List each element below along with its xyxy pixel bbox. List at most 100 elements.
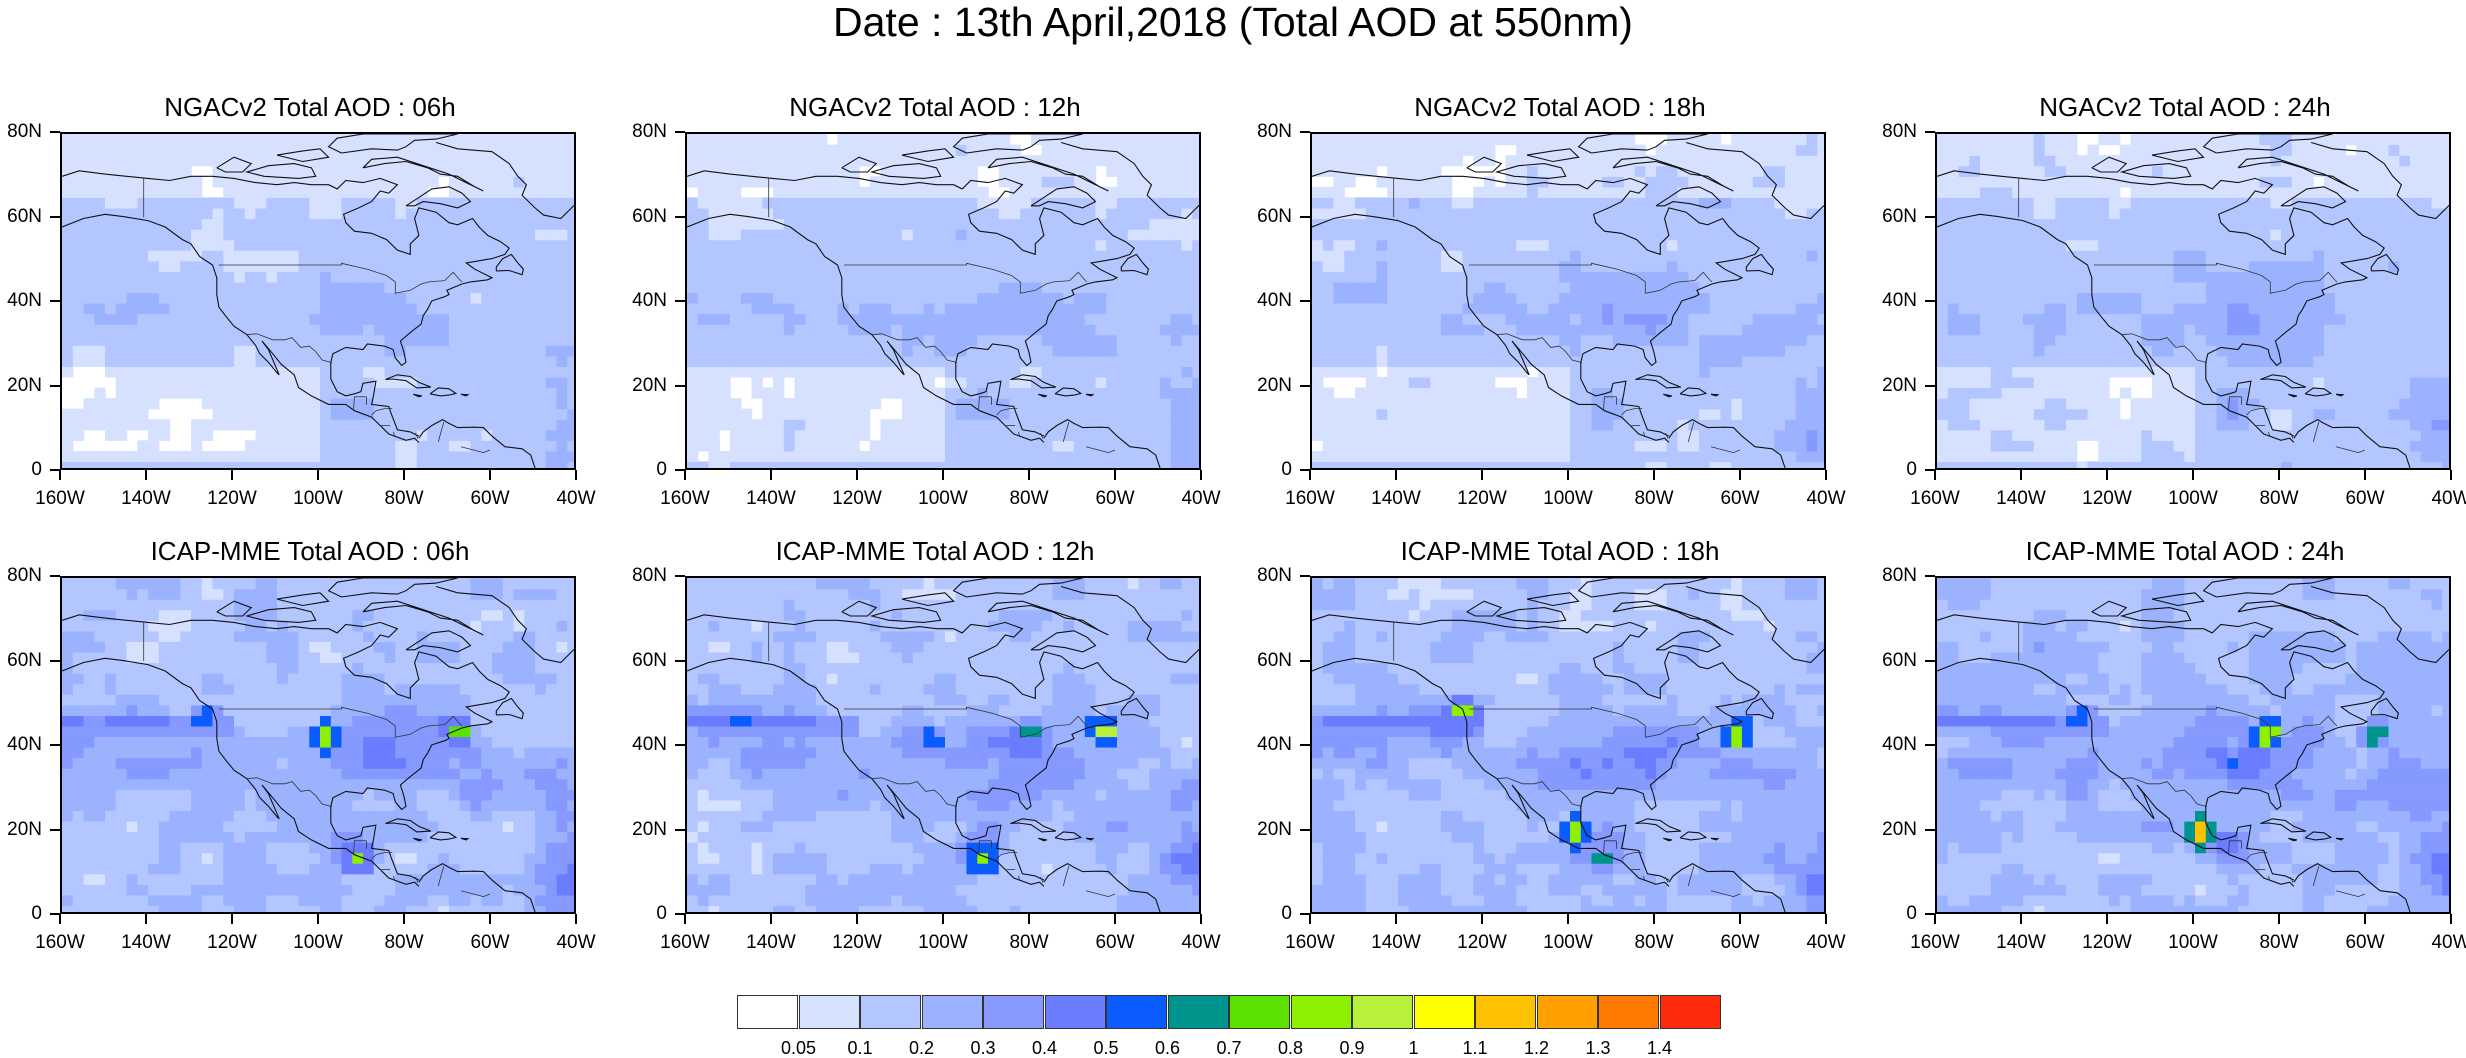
lon-label: 160W [1270, 932, 1350, 954]
lon-tick [2364, 914, 2366, 924]
lon-tick [1114, 914, 1116, 924]
aod-map [1310, 132, 1826, 470]
lon-label: 120W [192, 488, 272, 510]
lat-tick [1925, 216, 1935, 218]
lon-tick [317, 914, 319, 924]
lon-tick [489, 914, 491, 924]
lat-label: 0 [1250, 903, 1292, 925]
lat-label: 80N [1250, 565, 1292, 587]
colorbar-label: 0.5 [1076, 1038, 1136, 1058]
lat-label: 80N [625, 565, 667, 587]
lon-tick [856, 470, 858, 480]
colorbar-label: 0.6 [1138, 1038, 1198, 1058]
lat-label: 60N [1250, 650, 1292, 672]
lon-label: 160W [1895, 932, 1975, 954]
lon-tick [2278, 470, 2280, 480]
panel-title: NGACv2 Total AOD : 24h [1875, 92, 2466, 122]
lat-label: 0 [1250, 459, 1292, 481]
lon-tick [317, 470, 319, 480]
lon-label: 80W [1614, 932, 1694, 954]
aod-map [685, 132, 1201, 470]
lat-label: 20N [1250, 819, 1292, 841]
colorbar-label: 1.4 [1630, 1038, 1690, 1058]
lat-tick [1925, 575, 1935, 577]
colorbar-label: 1.2 [1507, 1038, 1567, 1058]
colorbar-label: 1.3 [1568, 1038, 1628, 1058]
lat-tick [50, 575, 60, 577]
lon-label: 80W [989, 932, 1069, 954]
colorbar-label: 0.1 [830, 1038, 890, 1058]
panel-title: NGACv2 Total AOD : 12h [625, 92, 1245, 122]
lat-label: 40N [0, 734, 42, 756]
lat-tick [1300, 744, 1310, 746]
lat-label: 0 [0, 459, 42, 481]
lon-tick [1114, 470, 1116, 480]
aod-field-svg [1937, 134, 2451, 470]
aod-field-svg [62, 134, 576, 470]
lon-label: 120W [2067, 488, 2147, 510]
panel-title: ICAP-MME Total AOD : 24h [1875, 536, 2466, 566]
lat-label: 20N [0, 819, 42, 841]
lat-label: 60N [0, 206, 42, 228]
panel-title: ICAP-MME Total AOD : 18h [1250, 536, 1870, 566]
lon-tick [403, 914, 405, 924]
lon-label: 100W [2153, 932, 2233, 954]
lon-label: 120W [192, 932, 272, 954]
colorbar-swatch [1229, 995, 1290, 1029]
lat-label: 20N [1250, 375, 1292, 397]
lat-tick [50, 216, 60, 218]
lat-label: 20N [1875, 375, 1917, 397]
lat-label: 80N [1250, 121, 1292, 143]
lat-tick [1925, 744, 1935, 746]
aod-field-svg [1312, 578, 1826, 914]
lat-label: 40N [625, 734, 667, 756]
colorbar-swatch [737, 995, 798, 1029]
lat-tick [1300, 385, 1310, 387]
lon-label: 60W [2325, 488, 2405, 510]
lon-label: 80W [1614, 488, 1694, 510]
lat-label: 60N [625, 650, 667, 672]
lon-tick [2106, 914, 2108, 924]
lat-label: 20N [0, 375, 42, 397]
lon-label: 40W [1161, 932, 1241, 954]
lon-label: 140W [731, 488, 811, 510]
colorbar-label: 0.8 [1261, 1038, 1321, 1058]
lon-label: 160W [20, 932, 100, 954]
lat-tick [675, 131, 685, 133]
lat-tick [675, 216, 685, 218]
colorbar-swatch [860, 995, 921, 1029]
lon-label: 60W [1700, 932, 1780, 954]
lon-tick [856, 914, 858, 924]
lat-label: 80N [1875, 121, 1917, 143]
lat-tick [50, 300, 60, 302]
lat-label: 0 [625, 459, 667, 481]
lon-label: 60W [450, 932, 530, 954]
lon-label: 80W [2239, 932, 2319, 954]
lon-tick [1028, 914, 1030, 924]
lon-tick [1309, 914, 1311, 924]
lon-label: 120W [1442, 488, 1522, 510]
lon-label: 80W [364, 932, 444, 954]
lat-label: 40N [0, 290, 42, 312]
lon-label: 100W [2153, 488, 2233, 510]
colorbar-swatch [1598, 995, 1659, 1029]
colorbar-label: 1 [1384, 1038, 1444, 1058]
lon-label: 120W [817, 932, 897, 954]
lon-tick [1567, 914, 1569, 924]
colorbar-swatch [1045, 995, 1106, 1029]
lon-label: 140W [1981, 488, 2061, 510]
lat-label: 60N [1875, 650, 1917, 672]
lon-label: 80W [2239, 488, 2319, 510]
lon-tick [684, 470, 686, 480]
colorbar-label: 0.7 [1199, 1038, 1259, 1058]
lat-tick [1300, 300, 1310, 302]
lat-tick [50, 829, 60, 831]
lat-label: 40N [1250, 290, 1292, 312]
lon-tick [145, 914, 147, 924]
